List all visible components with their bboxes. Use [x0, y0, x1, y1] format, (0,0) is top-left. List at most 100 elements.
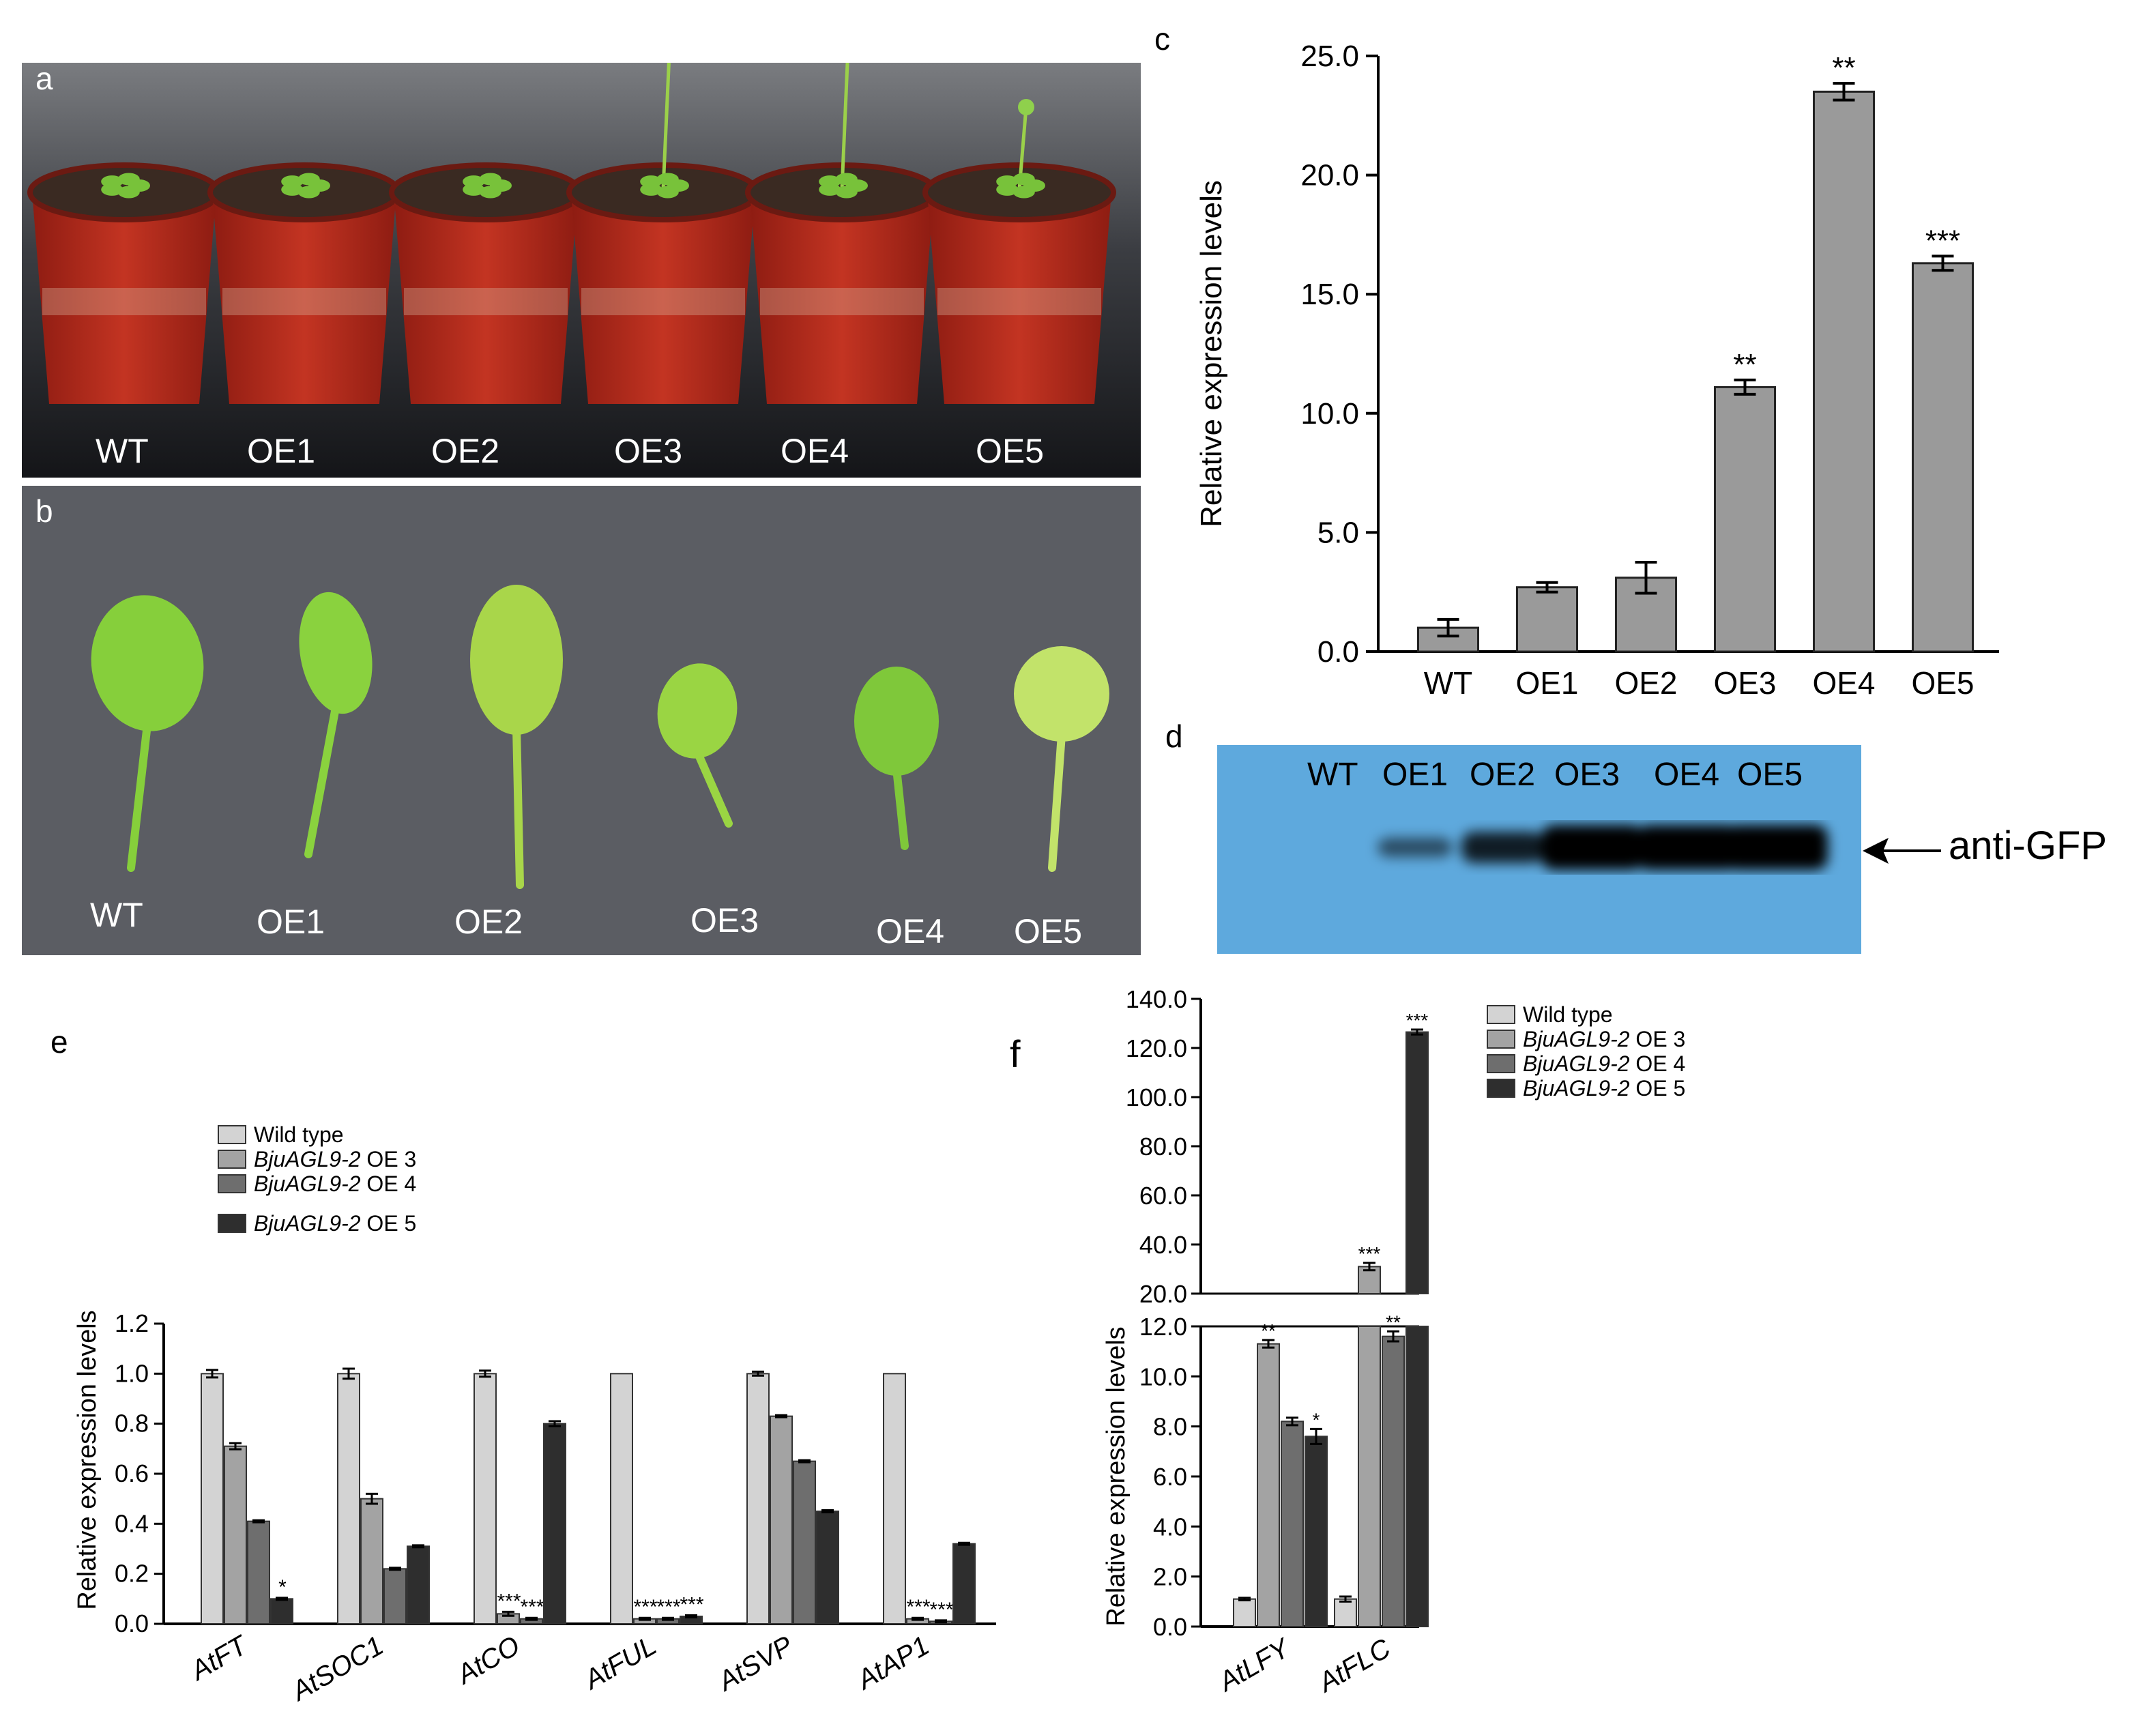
c-y-tick-label: 5.0: [1317, 516, 1359, 549]
c-significance: **: [1832, 51, 1855, 85]
e-bar: [360, 1498, 383, 1625]
c-y-tick-label: 20.0: [1300, 159, 1359, 192]
f-legend-swatch: [1487, 1079, 1515, 1098]
c-bar-OE4: [1813, 90, 1875, 653]
pot: [571, 192, 755, 404]
blot-band: [1461, 832, 1543, 863]
pot-stripe: [760, 288, 924, 315]
e-y-axis-label: Relative expression levels: [73, 1310, 102, 1610]
f-bar-upper-part: [1405, 1031, 1429, 1294]
e-bar: [610, 1373, 633, 1625]
e-significance: ***: [656, 1596, 680, 1618]
f-y-tick-label: 6.0: [1153, 1463, 1187, 1491]
f-legend-label: BjuAGL9-2 OE 3: [1523, 1027, 1685, 1051]
f-y-tick-label: 2.0: [1153, 1563, 1187, 1591]
f-legend-swatch: [1487, 1005, 1515, 1024]
panel-letter-c: c: [1154, 21, 1170, 57]
inflorescence: [1018, 99, 1034, 115]
blot-bands: [1378, 825, 1828, 870]
c-x-tick-label: OE3: [1713, 665, 1776, 701]
c-significance: **: [1733, 348, 1756, 381]
e-bar: [793, 1460, 816, 1625]
leaf-label: OE2: [454, 903, 523, 941]
f-bar: [1257, 1343, 1280, 1628]
f-y-tick-label: 40.0: [1139, 1231, 1187, 1259]
e-y-tick-label: 1.0: [115, 1359, 149, 1387]
pot-stripe: [42, 288, 206, 315]
e-bar: [816, 1511, 839, 1625]
blot-band: [1378, 837, 1453, 858]
f-y-tick-label: 8.0: [1153, 1413, 1187, 1441]
e-x-tick-label: AtSOC1: [286, 1631, 389, 1707]
f-y-tick-label: 10.0: [1139, 1363, 1187, 1390]
e-x-tick-label: AtSVP: [712, 1631, 798, 1698]
e-y-tick-label: 1.2: [115, 1309, 149, 1337]
e-bar: [952, 1543, 976, 1625]
f-x-tick-label: AtLFY: [1213, 1632, 1297, 1698]
lane-label: OE2: [1470, 757, 1536, 793]
e-legend-label: Wild type: [254, 1122, 344, 1147]
c-y-tick-label: 15.0: [1300, 278, 1359, 311]
c-y-tick-label: 10.0: [1300, 397, 1359, 431]
e-bar: [543, 1423, 566, 1625]
f-y-tick-label: 140.0: [1126, 985, 1187, 1013]
leaf-blade: [1014, 646, 1109, 742]
f-legend-label: BjuAGL9-2 OE 4: [1523, 1051, 1685, 1076]
lane-label: OE1: [1382, 757, 1448, 793]
leaf-blade: [470, 585, 563, 735]
panel-letter-e: e: [50, 1024, 68, 1060]
leaf-petiole: [512, 724, 524, 889]
e-legend-label: BjuAGL9-2 OE 4: [254, 1171, 416, 1196]
leaf-label: OE1: [257, 903, 325, 941]
e-bar: [201, 1373, 224, 1625]
c-x-tick-label: OE1: [1515, 665, 1578, 701]
f-legend-label: BjuAGL9-2 OE 5: [1523, 1076, 1685, 1101]
pot-label: OE2: [431, 432, 500, 470]
pot-label: WT: [96, 432, 149, 470]
e-y-tick-label: 0.4: [115, 1509, 149, 1537]
pot-label: OE4: [781, 432, 849, 470]
pot: [212, 192, 396, 404]
f-bar-lower-part: [1358, 1326, 1381, 1627]
pot-stripe: [581, 288, 745, 315]
f-bar: [1305, 1436, 1328, 1627]
lane-label: OE3: [1554, 757, 1620, 793]
f-bar: [1233, 1598, 1256, 1628]
rosette-leaf: [656, 186, 679, 199]
blot-band: [1725, 825, 1828, 870]
leaf-blade: [657, 663, 738, 759]
rosette-leaf: [479, 173, 501, 186]
e-bar: [407, 1545, 430, 1625]
e-significance: ***: [520, 1596, 544, 1618]
blot-arrow-icon: [1863, 838, 1941, 864]
rosette-leaf: [996, 175, 1019, 188]
e-bar: [883, 1373, 906, 1625]
stem: [840, 63, 849, 190]
f-y-axis-label: Relative expression levels: [1102, 1326, 1131, 1626]
f-x-tick-label: AtFLC: [1313, 1633, 1397, 1698]
rosette-leaf: [1013, 186, 1035, 199]
c-y-tick-label: 25.0: [1300, 40, 1359, 73]
e-y-tick-label: 0.8: [115, 1410, 149, 1438]
e-bar: [337, 1373, 360, 1625]
e-significance: *: [278, 1576, 287, 1599]
chart-c: 0.0 5.0 10.0 15.0 20.0 25.0 Relative expressio…: [1195, 40, 1999, 701]
pot: [750, 192, 934, 404]
e-bar: [770, 1415, 793, 1625]
pot-stripe: [937, 288, 1101, 315]
leaf-label: WT: [90, 896, 143, 934]
f-legend-label: Wild type: [1523, 1002, 1613, 1027]
c-bar-OE1: [1516, 586, 1578, 653]
f-significance: **: [1386, 1311, 1401, 1332]
f-significance: **: [1261, 1320, 1276, 1341]
pot: [927, 192, 1111, 404]
e-bar: [383, 1568, 407, 1625]
leaf-petiole: [693, 748, 733, 828]
pot-stripe: [404, 288, 568, 315]
e-legend-swatch: [218, 1125, 246, 1144]
e-x-tick-label: AtAP1: [851, 1631, 935, 1696]
c-x-tick-label: OE2: [1614, 665, 1677, 701]
e-significance: ***: [680, 1594, 703, 1616]
panel-letter-b: b: [35, 493, 53, 529]
